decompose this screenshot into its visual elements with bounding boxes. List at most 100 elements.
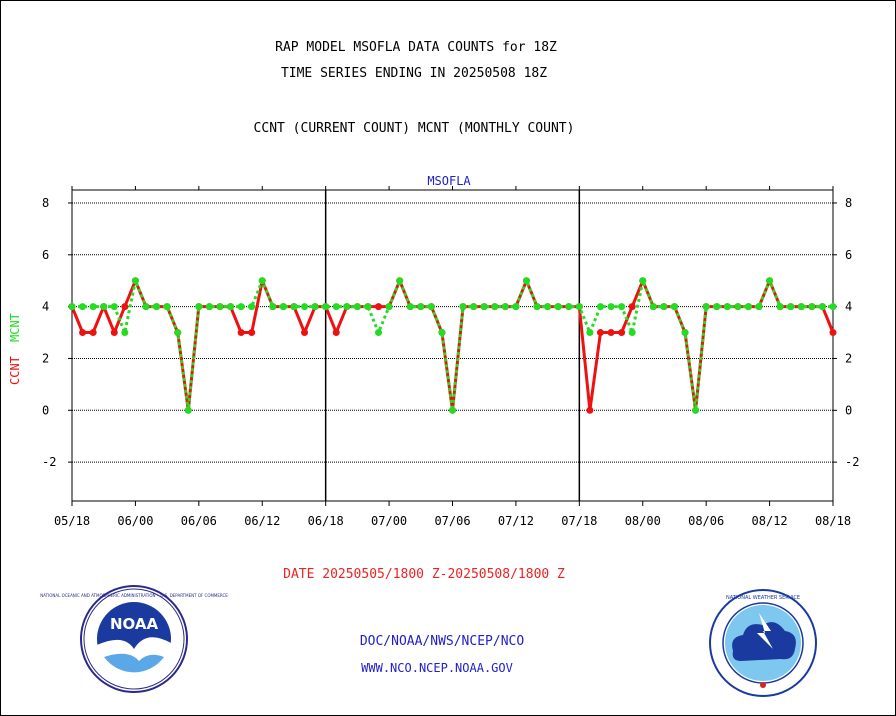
data-point-ccnt	[628, 303, 636, 311]
data-point-mcnt	[396, 277, 404, 285]
data-point-mcnt	[237, 303, 245, 311]
data-point-ccnt	[89, 329, 97, 337]
y-tick-label-left: 4	[42, 300, 49, 314]
data-point-mcnt	[565, 303, 573, 311]
data-point-ccnt	[301, 329, 309, 337]
chart-title-line2: TIME SERIES ENDING IN 20250508 18Z	[280, 66, 548, 81]
website-label: WWW.NCO.NCEP.NOAA.GOV	[361, 661, 513, 675]
data-point-mcnt	[491, 303, 499, 311]
y-tick-label-left: 2	[42, 351, 49, 365]
org-path-label: DOC/NOAA/NWS/NCEP/NCO	[359, 634, 525, 649]
y-tick-label-right: 8	[845, 196, 852, 210]
x-tick-label: 08/18	[815, 514, 851, 528]
data-point-mcnt	[322, 303, 330, 311]
data-point-mcnt	[575, 303, 583, 311]
noaa-logo-text: NOAA	[110, 615, 159, 633]
data-point-ccnt	[829, 329, 837, 337]
data-point-mcnt	[417, 303, 425, 311]
data-point-mcnt	[744, 303, 752, 311]
data-point-mcnt	[131, 277, 139, 285]
data-point-mcnt	[174, 329, 182, 337]
noaa-ring-text: NATIONAL OCEANIC AND ATMOSPHERIC ADMINIS…	[40, 593, 228, 598]
data-point-mcnt	[649, 303, 657, 311]
x-tick-label: 07/06	[434, 514, 470, 528]
y-tick-label-left: 0	[42, 403, 49, 417]
data-point-mcnt	[692, 406, 700, 414]
y-tick-label-left: 6	[42, 248, 49, 262]
data-point-ccnt	[332, 329, 340, 337]
noaa-logo: NOAA NATIONAL OCEANIC AND ATMOSPHERIC AD…	[40, 585, 228, 693]
data-point-mcnt	[660, 303, 668, 311]
data-point-mcnt	[755, 303, 763, 311]
data-point-mcnt	[205, 303, 213, 311]
data-point-mcnt	[153, 303, 161, 311]
data-point-mcnt	[702, 303, 710, 311]
chart-title-line1: RAP MODEL MSOFLA DATA COUNTS for 18Z	[275, 40, 557, 55]
data-point-mcnt	[301, 303, 309, 311]
x-tick-label: 08/00	[625, 514, 661, 528]
data-point-mcnt	[364, 303, 372, 311]
y-tick-label-right: 4	[845, 300, 852, 314]
data-point-mcnt	[681, 329, 689, 337]
data-point-mcnt	[723, 303, 731, 311]
data-point-mcnt	[279, 303, 287, 311]
data-point-mcnt	[596, 303, 604, 311]
data-point-mcnt	[522, 277, 530, 285]
data-point-mcnt	[607, 303, 615, 311]
data-point-mcnt	[343, 303, 351, 311]
data-point-mcnt	[501, 303, 509, 311]
data-point-mcnt	[427, 303, 435, 311]
data-point-mcnt	[787, 303, 795, 311]
series-line-mcnt	[72, 279, 833, 412]
data-point-mcnt	[79, 303, 87, 311]
data-point-ccnt	[110, 329, 118, 337]
data-point-mcnt	[269, 303, 277, 311]
data-point-mcnt	[818, 303, 826, 311]
data-point-ccnt	[237, 329, 245, 337]
data-point-mcnt	[163, 303, 171, 311]
date-range-label: DATE 20250505/1800 Z-20250508/1800 Z	[283, 567, 565, 582]
data-point-mcnt	[628, 329, 636, 337]
data-point-mcnt	[776, 303, 784, 311]
data-point-ccnt	[618, 329, 626, 337]
y-tick-label-right: 0	[845, 403, 852, 417]
x-tick-label: 06/12	[244, 514, 280, 528]
data-point-mcnt	[121, 329, 129, 337]
data-point-mcnt	[184, 406, 192, 414]
y-tick-label-left: -2	[42, 455, 56, 469]
data-point-mcnt	[68, 303, 76, 311]
data-point-mcnt	[618, 303, 626, 311]
data-point-mcnt	[248, 303, 256, 311]
data-point-ccnt	[586, 406, 594, 414]
data-point-mcnt	[459, 303, 467, 311]
data-point-mcnt	[480, 303, 488, 311]
data-point-mcnt	[100, 303, 108, 311]
data-point-mcnt	[670, 303, 678, 311]
data-point-mcnt	[89, 303, 97, 311]
data-point-mcnt	[110, 303, 118, 311]
data-point-mcnt	[470, 303, 478, 311]
plot-title: MSOFLA	[427, 174, 471, 188]
data-point-mcnt	[258, 277, 266, 285]
data-point-mcnt	[586, 329, 594, 337]
y-tick-label-right: -2	[845, 455, 859, 469]
data-point-mcnt	[332, 303, 340, 311]
data-point-mcnt	[766, 277, 774, 285]
ylabel-mcnt: MCNT	[8, 313, 22, 342]
ylabel-ccnt: CCNT	[8, 356, 22, 385]
x-tick-label: 08/06	[688, 514, 724, 528]
data-point-ccnt	[607, 329, 615, 337]
x-tick-label: 07/12	[498, 514, 534, 528]
data-point-mcnt	[216, 303, 224, 311]
data-point-mcnt	[639, 277, 647, 285]
data-point-mcnt	[449, 406, 456, 414]
nws-ring-text: NATIONAL WEATHER SERVICE	[726, 595, 800, 601]
data-point-mcnt	[797, 303, 805, 311]
y-tick-label-right: 2	[845, 351, 852, 365]
data-point-mcnt	[375, 329, 383, 337]
y-tick-label-left: 8	[42, 196, 49, 210]
data-point-mcnt	[734, 303, 742, 311]
data-point-mcnt	[438, 329, 446, 337]
data-point-mcnt	[713, 303, 721, 311]
plot-area: 8 8 6 6 4 4 2 2 0 0 -2 -2 05/18 06/00 06/06 06/12 06/18 0…	[42, 186, 859, 528]
